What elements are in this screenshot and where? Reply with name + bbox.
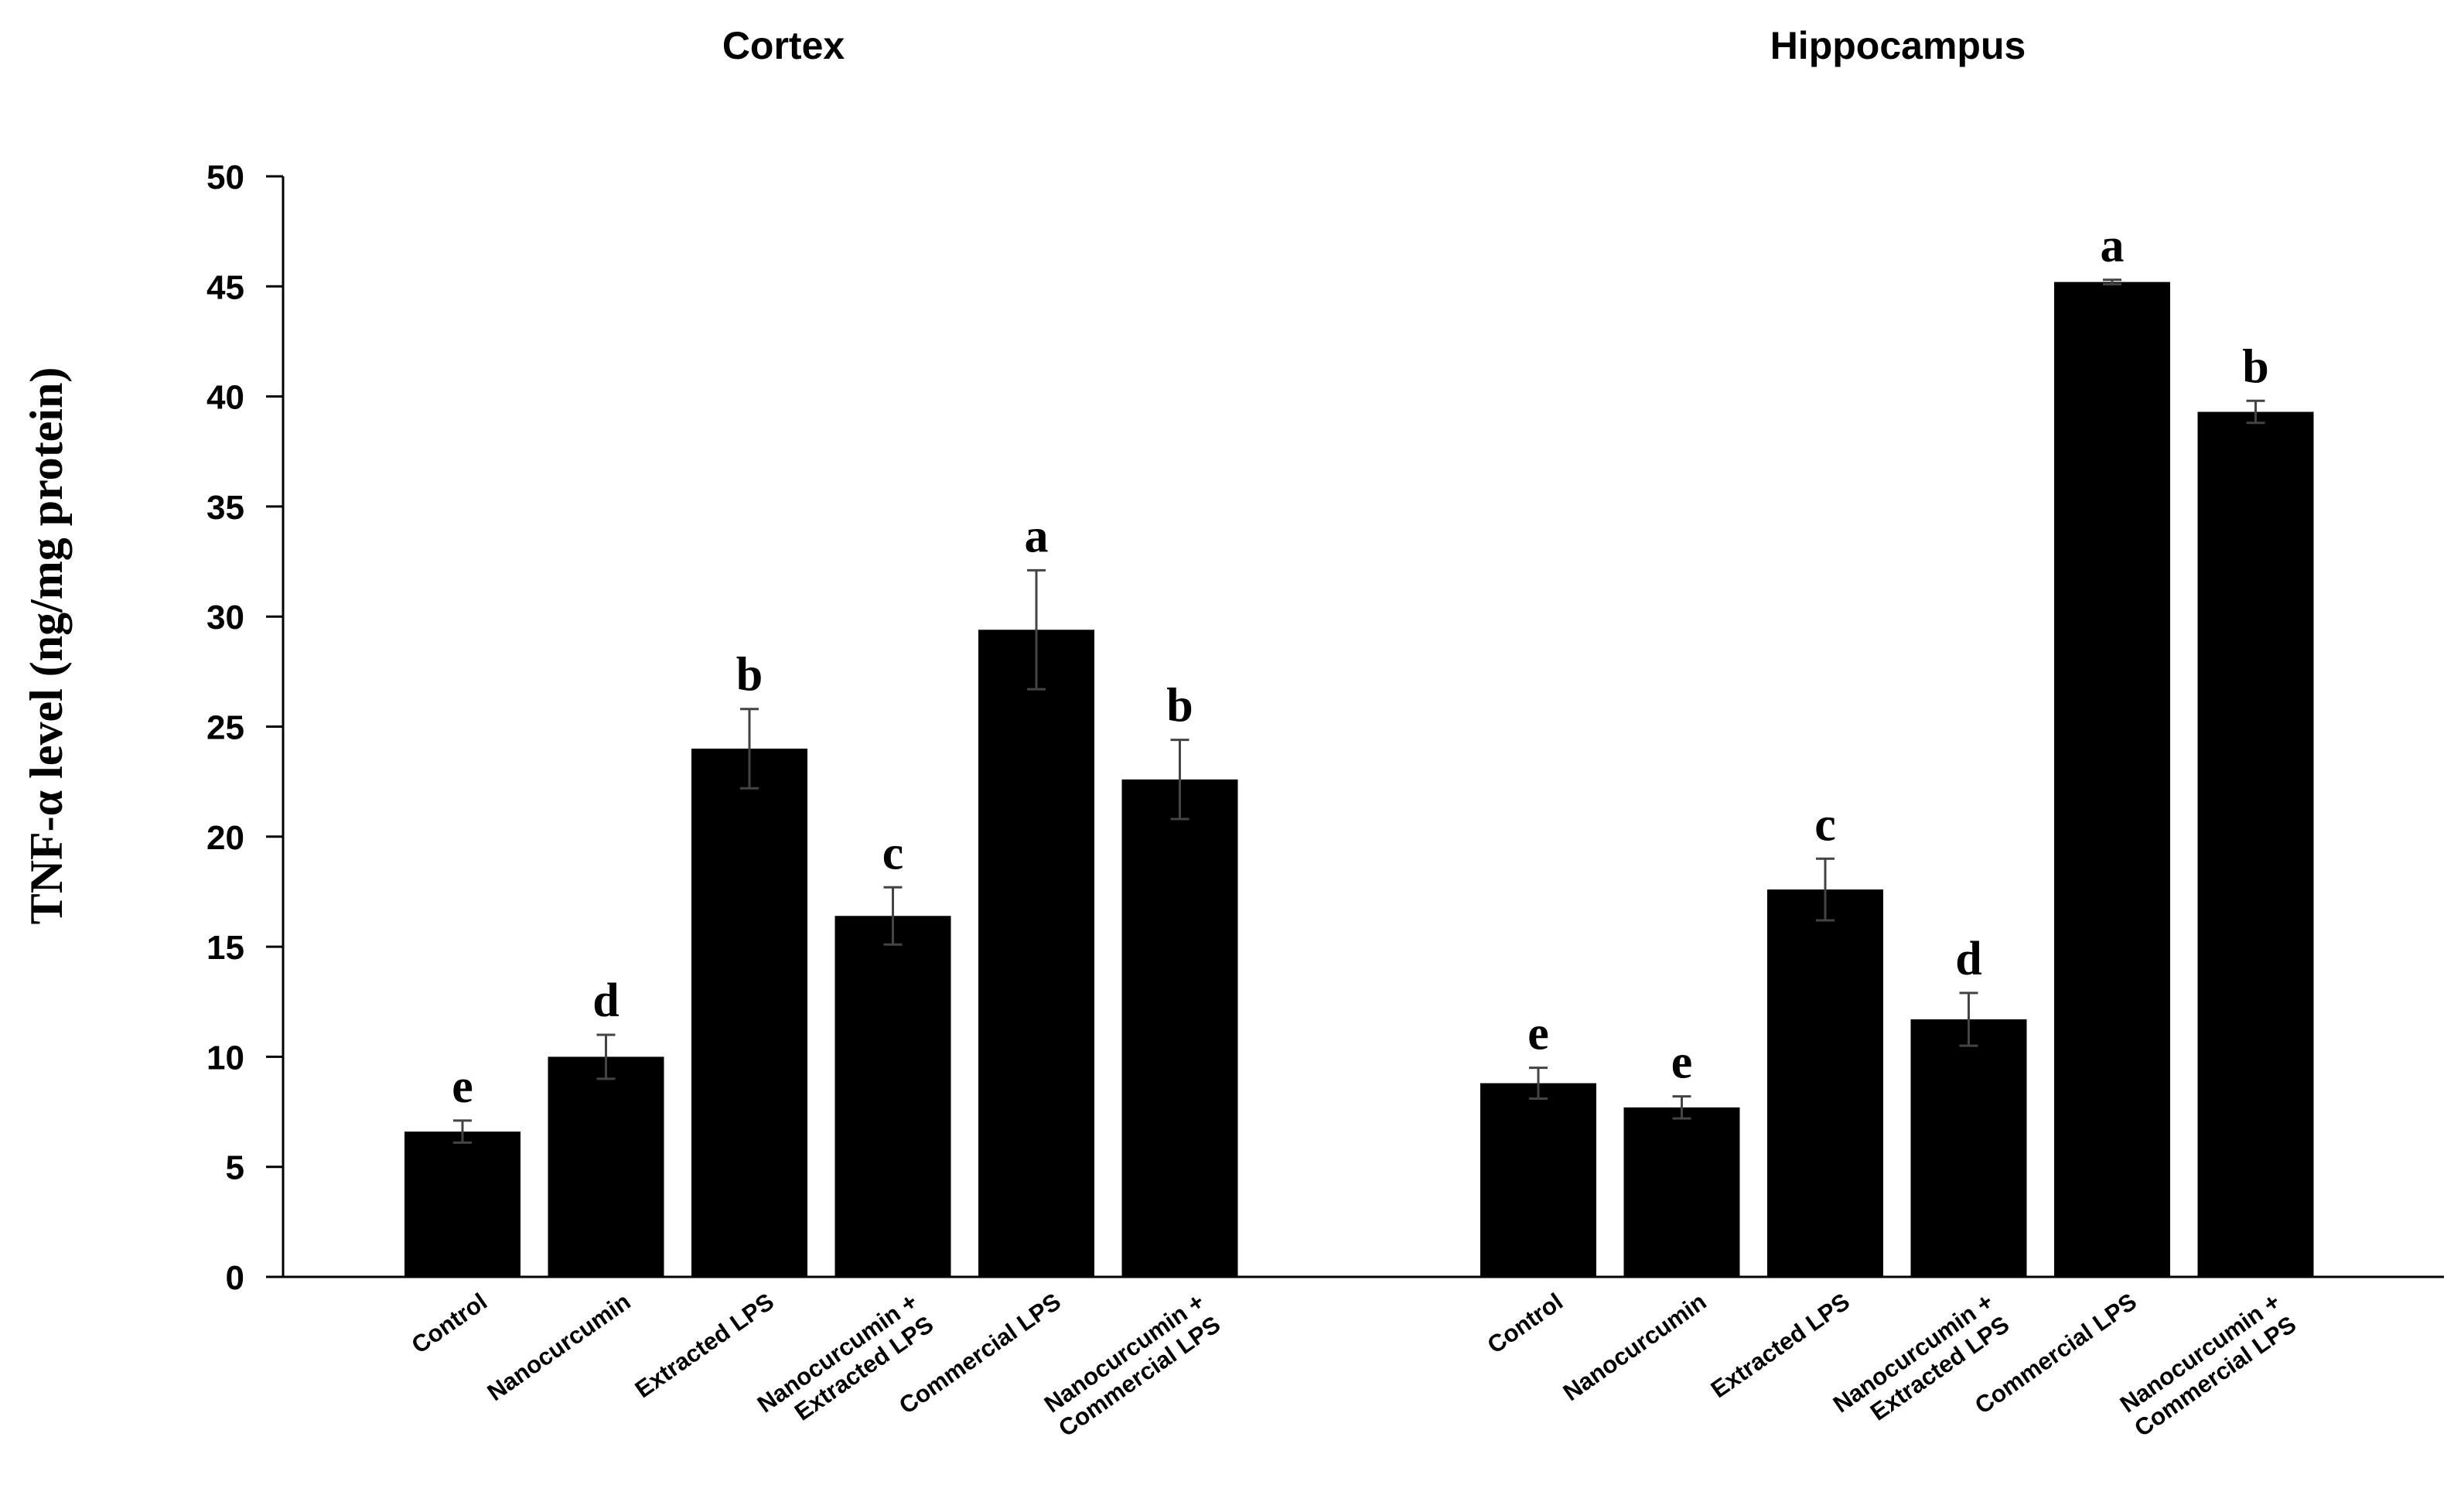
error-bar bbox=[596, 1033, 616, 1080]
significance-letter: d bbox=[592, 974, 619, 1027]
significance-letter: d bbox=[1955, 933, 1981, 985]
bar bbox=[2197, 411, 2314, 1277]
significance-letter: b bbox=[2242, 340, 2268, 393]
x-tick-label: Nanocurcumin bbox=[1558, 1288, 1712, 1406]
x-tick-label: Nanocurcumin +Commercial LPS bbox=[2114, 1288, 2302, 1442]
x-tick-label: Extracted LPS bbox=[1706, 1288, 1855, 1403]
significance-letter: e bbox=[1527, 1008, 1549, 1060]
y-tick-label: 10 bbox=[206, 1039, 244, 1077]
significance-letter: e bbox=[1671, 1036, 1693, 1089]
x-tick-label: Control bbox=[407, 1288, 492, 1359]
y-tick-label: 30 bbox=[206, 599, 244, 637]
bar bbox=[834, 916, 951, 1277]
error-bar bbox=[740, 708, 759, 790]
y-tick-label: 50 bbox=[206, 159, 244, 196]
bar bbox=[978, 630, 1094, 1277]
panel-title-hippocampus: Hippocampus bbox=[1770, 24, 2026, 67]
y-axis-label: TNF-α level (ng/mg protein) bbox=[21, 367, 72, 925]
error-bar bbox=[1170, 739, 1189, 821]
bar bbox=[2054, 282, 2170, 1277]
y-tick-label: 0 bbox=[226, 1259, 244, 1297]
y-tick-label: 40 bbox=[206, 379, 244, 417]
y-tick-label: 45 bbox=[206, 268, 244, 306]
error-bar bbox=[2246, 399, 2265, 425]
y-tick-label: 20 bbox=[206, 819, 244, 857]
y-tick-label: 35 bbox=[206, 489, 244, 527]
error-bar bbox=[1027, 568, 1046, 691]
significance-letter: b bbox=[1166, 680, 1193, 732]
error-bar bbox=[1529, 1067, 1548, 1100]
significance-letter: b bbox=[736, 649, 763, 701]
significance-letter: c bbox=[882, 827, 904, 879]
bar bbox=[1623, 1107, 1740, 1277]
x-tick-label: Control bbox=[1483, 1288, 1568, 1359]
bar bbox=[1121, 779, 1238, 1277]
error-bar bbox=[2103, 278, 2121, 285]
error-bar bbox=[1672, 1095, 1691, 1120]
x-tick-label: Nanocurcumin +Commercial LPS bbox=[1038, 1288, 1226, 1442]
error-bar bbox=[1959, 992, 1978, 1047]
error-bar bbox=[883, 886, 903, 946]
y-tick-label: 25 bbox=[206, 709, 244, 747]
y-tick-label: 5 bbox=[226, 1149, 244, 1187]
bar bbox=[1767, 889, 1883, 1277]
significance-letter: a bbox=[2101, 220, 2125, 272]
significance-letter: a bbox=[1025, 510, 1049, 562]
bar bbox=[691, 748, 807, 1277]
significance-letter: e bbox=[452, 1060, 473, 1113]
bar bbox=[1480, 1083, 1596, 1277]
bar bbox=[548, 1056, 664, 1277]
y-tick-label: 15 bbox=[206, 929, 244, 967]
bar bbox=[1910, 1019, 2027, 1277]
bar bbox=[404, 1131, 520, 1277]
panel-title-cortex: Cortex bbox=[722, 24, 845, 67]
error-bar bbox=[1816, 857, 1835, 922]
error-bar bbox=[453, 1119, 472, 1144]
significance-letter: c bbox=[1814, 798, 1836, 851]
x-tick-label: Extracted LPS bbox=[630, 1288, 779, 1403]
x-tick-label: Nanocurcumin bbox=[483, 1288, 636, 1406]
